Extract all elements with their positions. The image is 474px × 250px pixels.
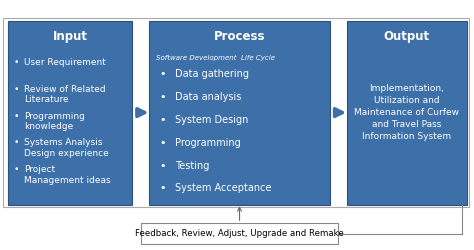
Text: Implementation,
Utilization and
Maintenance of Curfew
and Travel Pass
Informatio: Implementation, Utilization and Maintena… xyxy=(354,84,459,141)
Text: •: • xyxy=(13,85,19,94)
Text: •: • xyxy=(13,58,19,67)
Text: Feedback, Review, Adjust, Upgrade and Remake: Feedback, Review, Adjust, Upgrade and Re… xyxy=(135,229,344,238)
Text: Input: Input xyxy=(53,30,88,43)
Text: Programming
knowledge: Programming knowledge xyxy=(24,112,85,131)
Text: Project
Management ideas: Project Management ideas xyxy=(24,165,111,185)
Text: •: • xyxy=(13,112,19,120)
FancyBboxPatch shape xyxy=(346,20,466,204)
Text: •: • xyxy=(159,138,166,148)
FancyBboxPatch shape xyxy=(3,18,469,207)
Text: Output: Output xyxy=(383,30,429,43)
FancyBboxPatch shape xyxy=(149,20,330,204)
FancyBboxPatch shape xyxy=(141,223,338,244)
Text: Software Development  Life Cycle: Software Development Life Cycle xyxy=(156,56,275,62)
Text: •: • xyxy=(13,138,19,147)
Text: User Requirement: User Requirement xyxy=(24,58,106,67)
Text: •: • xyxy=(159,69,166,79)
Text: Systems Analysis
Design experience: Systems Analysis Design experience xyxy=(24,138,109,158)
Text: Process: Process xyxy=(214,30,265,43)
Text: Programming: Programming xyxy=(175,138,241,148)
Text: Data gathering: Data gathering xyxy=(175,69,249,79)
Text: Testing: Testing xyxy=(175,160,209,170)
Text: •: • xyxy=(159,160,166,170)
Text: System Acceptance: System Acceptance xyxy=(175,184,271,194)
Text: •: • xyxy=(159,92,166,102)
Text: •: • xyxy=(13,165,19,174)
Text: •: • xyxy=(159,184,166,194)
Text: Data analysis: Data analysis xyxy=(175,92,241,102)
FancyBboxPatch shape xyxy=(8,20,132,204)
Text: •: • xyxy=(159,115,166,125)
Text: Review of Related
Literature: Review of Related Literature xyxy=(24,85,106,104)
Text: System Design: System Design xyxy=(175,115,248,125)
